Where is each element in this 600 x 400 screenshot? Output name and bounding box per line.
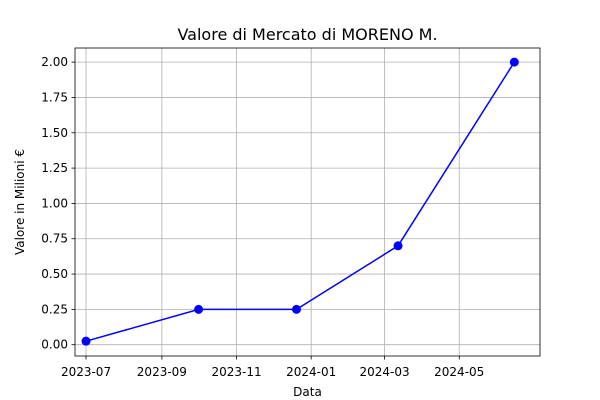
y-tick-label: 0.00 <box>41 338 68 352</box>
x-tick-label: 2023-07 <box>61 365 111 379</box>
chart-title: Valore di Mercato di MORENO M. <box>177 25 437 44</box>
x-tick-label: 2023-09 <box>137 365 187 379</box>
grid <box>75 48 540 356</box>
data-point <box>291 304 301 314</box>
x-tick-label: 2024-05 <box>434 365 484 379</box>
x-axis-label: Data <box>293 385 322 399</box>
y-tick-label: 0.50 <box>41 267 68 281</box>
data-point <box>509 57 519 67</box>
series <box>81 57 519 346</box>
y-tick-label: 0.75 <box>41 232 68 246</box>
x-tick-label: 2023-11 <box>211 365 261 379</box>
y-tick-label: 1.00 <box>41 196 68 210</box>
data-point <box>194 304 204 314</box>
x-tick-label: 2024-01 <box>286 365 336 379</box>
y-tick-label: 2.00 <box>41 55 68 69</box>
y-tick-label: 1.50 <box>41 126 68 140</box>
ticks: 0.00 0.25 0.50 0.75 1.00 1.25 1.50 1.75 2.00 2023… <box>41 55 484 379</box>
x-tick-label: 2024-03 <box>360 365 410 379</box>
y-axis-label: Valore in Milioni € <box>13 149 27 255</box>
plot-frame <box>74 47 541 357</box>
data-point <box>393 241 403 251</box>
y-tick-label: 1.25 <box>41 161 68 175</box>
y-tick-label: 0.25 <box>41 302 68 316</box>
data-point <box>81 336 91 346</box>
axes <box>74 47 541 357</box>
y-tick-label: 1.75 <box>41 90 68 104</box>
